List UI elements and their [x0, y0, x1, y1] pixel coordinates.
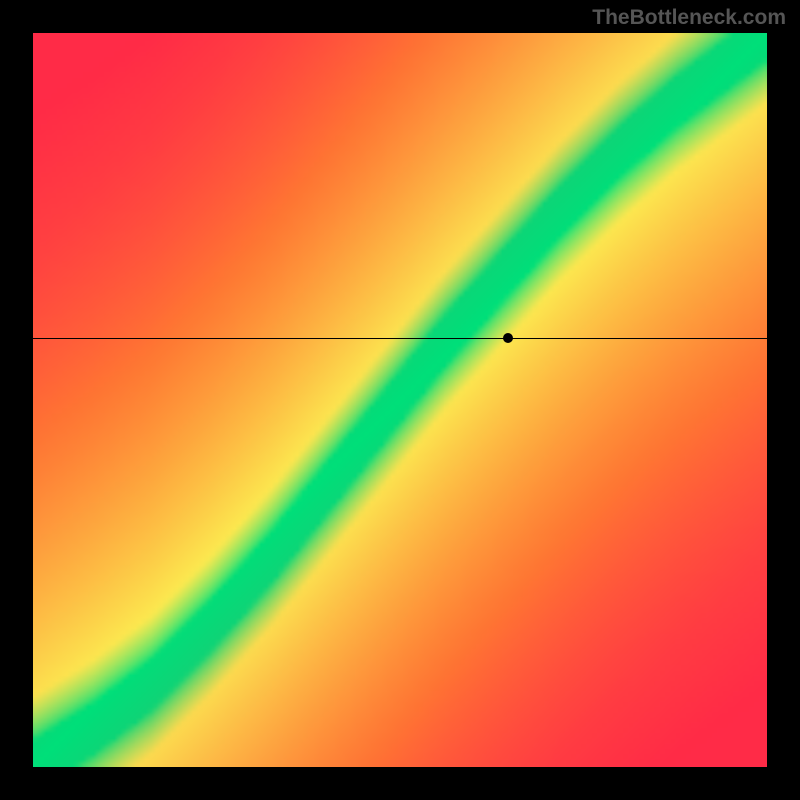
watermark-text: TheBottleneck.com: [592, 6, 786, 30]
plot-container: [0, 0, 800, 800]
crosshair-marker: [503, 333, 513, 343]
plot-area: [33, 33, 767, 767]
crosshair-horizontal: [33, 338, 767, 339]
heatmap-canvas: [33, 33, 767, 767]
